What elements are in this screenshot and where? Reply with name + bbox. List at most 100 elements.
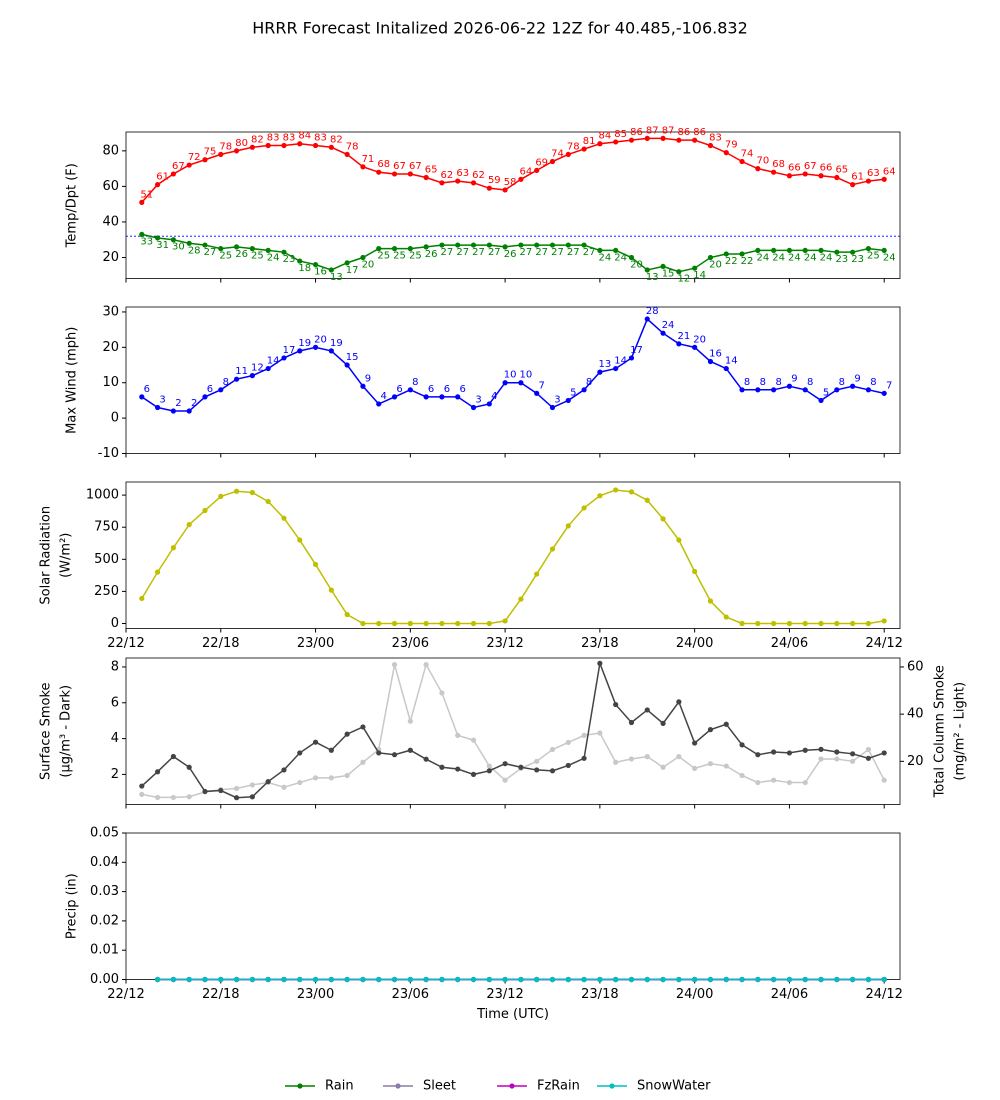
point <box>676 976 682 983</box>
y-tick-label: 8 <box>111 659 119 674</box>
data-label: 68 <box>772 159 785 170</box>
point <box>597 369 603 375</box>
data-label: 15 <box>662 268 675 279</box>
data-label: 26 <box>504 249 517 260</box>
point <box>486 763 492 769</box>
point <box>281 784 287 790</box>
point <box>470 771 477 778</box>
point <box>739 251 745 257</box>
point <box>723 763 729 769</box>
data-label: 81 <box>583 136 596 147</box>
point <box>518 596 524 602</box>
point <box>723 976 729 983</box>
point <box>818 620 824 627</box>
data-label: 27 <box>551 247 564 258</box>
data-label: 4 <box>381 391 387 402</box>
point <box>186 522 192 528</box>
point <box>312 739 319 745</box>
y-axis-label: Precip (in) <box>65 873 80 939</box>
point <box>549 404 556 411</box>
point <box>328 775 334 781</box>
point <box>202 788 208 795</box>
point <box>597 247 603 254</box>
data-label: 84 <box>298 131 311 142</box>
point <box>581 242 587 248</box>
point <box>644 707 650 713</box>
point <box>771 247 777 254</box>
point <box>470 620 477 627</box>
point <box>281 515 287 521</box>
point <box>470 737 477 743</box>
point <box>692 740 698 746</box>
point <box>850 182 856 188</box>
y2-tick-label: 60 <box>907 659 924 674</box>
y-tick-label: 0 <box>111 411 119 426</box>
data-label: 17 <box>283 345 296 356</box>
data-label: 20 <box>630 260 643 271</box>
y-tick-label: 0.03 <box>90 884 119 899</box>
data-label: 25 <box>867 251 880 262</box>
data-label: 19 <box>330 338 343 349</box>
point <box>455 976 461 983</box>
point <box>218 246 224 252</box>
point <box>676 137 682 143</box>
point <box>581 732 587 738</box>
point <box>739 158 745 165</box>
x-tick-label: 23/18 <box>581 987 618 1002</box>
data-label: 13 <box>330 272 343 283</box>
point <box>376 750 382 756</box>
point <box>786 620 793 627</box>
point <box>549 976 556 983</box>
x-tick-label: 24/00 <box>676 987 713 1002</box>
y-axis-label: Surface Smoke <box>39 682 54 780</box>
data-label: 7 <box>886 380 892 391</box>
point <box>549 768 556 774</box>
data-label: 67 <box>804 161 817 172</box>
data-label: 65 <box>835 165 848 176</box>
point <box>297 348 303 354</box>
point <box>850 620 856 627</box>
point <box>802 976 808 983</box>
data-label: 78 <box>219 141 232 152</box>
point <box>613 701 619 708</box>
data-label: 67 <box>172 161 185 172</box>
data-label: 17 <box>630 345 643 356</box>
point <box>360 383 366 389</box>
point <box>376 246 382 252</box>
data-label: 30 <box>172 242 185 253</box>
point <box>455 732 461 738</box>
x-tick-label: 22/18 <box>202 636 239 651</box>
point <box>660 263 666 270</box>
y-tick-label: 6 <box>111 695 119 710</box>
point <box>881 976 887 983</box>
point <box>391 752 398 758</box>
x-tick-label: 22/12 <box>107 636 144 651</box>
point <box>834 620 840 627</box>
point <box>865 178 872 184</box>
data-label: 24 <box>614 252 627 263</box>
data-label: 68 <box>377 159 390 170</box>
point <box>565 739 571 746</box>
point <box>186 162 192 168</box>
point <box>502 244 508 250</box>
point <box>265 778 271 785</box>
point <box>328 747 334 753</box>
point <box>692 265 698 271</box>
point <box>186 976 192 983</box>
point <box>707 358 714 365</box>
x-tick-label: 24/12 <box>865 636 902 651</box>
point <box>233 376 240 382</box>
point <box>660 330 666 336</box>
y-axis-label: (W/m²) <box>59 533 74 578</box>
x-tick-label: 22/18 <box>202 987 239 1002</box>
point <box>739 387 745 393</box>
data-label: 6 <box>396 384 402 395</box>
point <box>865 387 872 393</box>
data-label: 22 <box>741 256 754 267</box>
point <box>692 344 698 350</box>
point <box>297 750 303 756</box>
y-tick-label: 0.04 <box>90 855 119 870</box>
point <box>218 787 224 794</box>
data-label: 78 <box>567 141 580 152</box>
series-line <box>141 662 885 799</box>
